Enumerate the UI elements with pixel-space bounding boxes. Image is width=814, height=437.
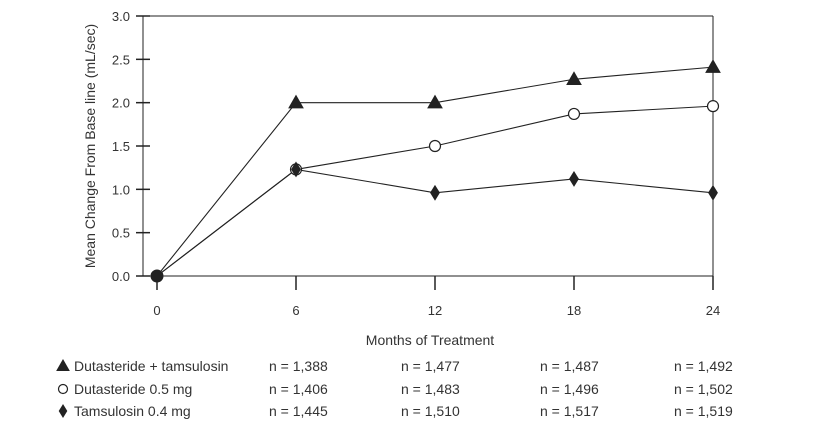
y-tick-label: 3.0 (112, 9, 130, 24)
legend-label-2: Dutasteride 0.5 mg (74, 381, 192, 397)
x-tick-label: 6 (292, 303, 299, 318)
y-tick-label: 2.0 (112, 96, 130, 111)
n-count: n = 1,483 (401, 381, 460, 397)
n-table: n = 1,388 n = 1,477 n = 1,487 n = 1,492 n = … (269, 358, 733, 419)
n-count: n = 1,388 (269, 358, 328, 374)
n-count: n = 1,510 (401, 403, 460, 419)
n-count: n = 1,492 (674, 358, 733, 374)
n-count: n = 1,519 (674, 403, 733, 419)
legend-marker-1 (56, 358, 70, 371)
n-count: n = 1,406 (269, 381, 328, 397)
series-3-point (569, 170, 579, 187)
series-1-point (427, 94, 443, 109)
origin-point (150, 269, 164, 283)
x-tick-label: 18 (567, 303, 581, 318)
series-3-point (291, 161, 301, 178)
series-markers (150, 59, 721, 283)
x-axis: 0 6 12 18 24 (153, 276, 720, 318)
y-axis-label: Mean Change From Base line (mL/sec) (82, 24, 98, 268)
x-tick-label: 12 (428, 303, 442, 318)
n-count: n = 1,496 (540, 381, 599, 397)
y-tick-label: 0.5 (112, 226, 130, 241)
series-1-point (705, 59, 721, 73)
n-count: n = 1,477 (401, 358, 460, 374)
x-tick-label: 24 (706, 303, 720, 318)
y-tick-label: 0.0 (112, 269, 130, 284)
series-1-point (288, 94, 304, 109)
y-tick-label: 2.5 (112, 52, 130, 67)
series-2-point (428, 139, 442, 153)
n-count: n = 1,487 (540, 358, 599, 374)
x-axis-label: Months of Treatment (366, 332, 495, 348)
legend-marker-3 (58, 404, 68, 418)
n-count: n = 1,517 (540, 403, 599, 419)
x-tick-label: 0 (153, 303, 160, 318)
series-2-point (567, 107, 581, 121)
series-3-point (430, 184, 440, 201)
legend-marker-2 (57, 383, 69, 395)
y-axis: 0.0 0.5 1.0 1.5 2.0 2.5 3.0 (112, 9, 150, 284)
y-tick-label: 1.5 (112, 139, 130, 154)
plot-frame (142, 15, 714, 277)
series-2-point (706, 100, 720, 113)
n-count: n = 1,502 (674, 381, 733, 397)
n-count: n = 1,445 (269, 403, 328, 419)
legend: Dutasteride + tamsulosin Dutasteride 0.5 … (56, 358, 228, 419)
legend-label-1: Dutasteride + tamsulosin (74, 358, 228, 374)
series-1-point (566, 71, 582, 86)
legend-label-3: Tamsulosin 0.4 mg (74, 403, 191, 419)
y-tick-label: 1.0 (112, 182, 130, 197)
series-3-point (708, 184, 718, 201)
